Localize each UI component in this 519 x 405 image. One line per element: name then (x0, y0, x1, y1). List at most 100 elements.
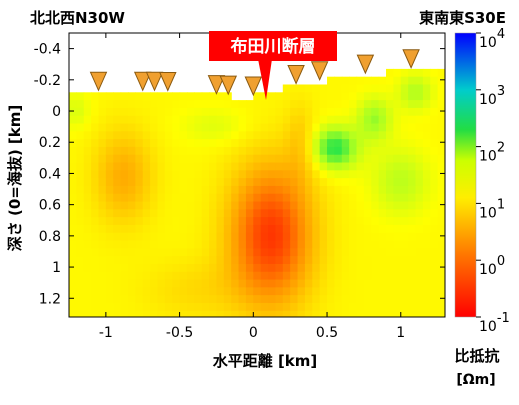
heatmap-cell (209, 146, 218, 156)
heatmap-cell (105, 263, 114, 273)
heatmap-cell (268, 201, 277, 210)
heatmap-cell (378, 209, 387, 218)
heatmap-cell (127, 295, 136, 304)
heatmap-cell (304, 193, 313, 203)
heatmap-cell (290, 240, 299, 249)
heatmap-cell (422, 170, 431, 179)
heatmap-cell (363, 185, 372, 195)
heatmap-cell (105, 295, 114, 304)
heatmap-cell (334, 240, 343, 249)
heatmap-cell (164, 302, 173, 312)
heatmap-cell (98, 232, 107, 242)
heatmap-cell (260, 310, 269, 317)
heatmap-cell (135, 92, 144, 101)
heatmap-cell (194, 146, 203, 156)
heatmap-cell (290, 178, 299, 187)
heatmap-cell (245, 271, 254, 281)
heatmap-cell (253, 131, 262, 140)
heatmap-cell (260, 92, 269, 101)
heatmap-cell (223, 256, 232, 265)
heatmap-cell (216, 193, 225, 203)
heatmap-cell (290, 146, 299, 156)
heatmap-cell (98, 178, 107, 187)
heatmap-cell (113, 115, 122, 125)
heatmap-cell (113, 209, 122, 218)
heatmap-cell (312, 256, 321, 265)
heatmap-cell (223, 162, 232, 171)
heatmap-cell (371, 76, 380, 86)
heatmap-cell (415, 76, 424, 86)
heatmap-cell (172, 123, 181, 132)
heatmap-cell (231, 139, 240, 148)
heatmap-cell (408, 76, 417, 86)
heatmap-cell (142, 92, 151, 101)
heatmap-cell (349, 178, 358, 187)
heatmap-cell (76, 154, 85, 164)
heatmap-cell (113, 263, 122, 273)
heatmap-cell (209, 154, 218, 164)
heatmap-cell (393, 170, 402, 179)
heatmap-cell (223, 139, 232, 148)
heatmap-cell (186, 217, 195, 226)
heatmap-cell (105, 92, 114, 101)
heatmap-cell (238, 295, 247, 304)
heatmap-cell (69, 162, 77, 171)
heatmap-cell (223, 185, 232, 195)
heatmap-cell (179, 302, 188, 312)
heatmap-cell (69, 271, 77, 281)
heatmap-cell (186, 310, 195, 317)
heatmap-cell (127, 279, 136, 288)
heatmap-cell (238, 209, 247, 218)
heatmap-cell (223, 115, 232, 125)
heatmap-cell (135, 185, 144, 195)
heatmap-cell (179, 146, 188, 156)
heatmap-cell (91, 287, 100, 296)
heatmap-cell (378, 139, 387, 148)
heatmap-cell (172, 240, 181, 249)
heatmap-cell (371, 271, 380, 281)
heatmap-cell (231, 271, 240, 281)
heatmap-cell (216, 123, 225, 132)
heatmap-cell (349, 193, 358, 203)
heatmap-cell (386, 154, 394, 164)
heatmap-cell (319, 131, 328, 140)
heatmap-cell (386, 310, 394, 317)
heatmap-cell (334, 170, 343, 179)
heatmap-cell (290, 131, 299, 140)
heatmap-cell (98, 302, 107, 312)
heatmap-cell (150, 302, 159, 312)
colorbar-tick-label: 102 (479, 141, 505, 165)
heatmap-cell (371, 209, 380, 218)
heatmap-cell (393, 131, 402, 140)
heatmap-cell (312, 115, 321, 125)
heatmap-cell (415, 287, 424, 296)
heatmap-cell (186, 248, 195, 257)
heatmap-cell (91, 232, 100, 242)
heatmap-cell (105, 310, 114, 317)
heatmap-cell (327, 76, 336, 86)
heatmap-cell (304, 185, 313, 195)
heatmap-cell (209, 310, 218, 317)
heatmap-cell (356, 279, 365, 288)
heatmap-cell (393, 263, 402, 273)
heatmap-cell (290, 224, 299, 234)
heatmap-cell (297, 240, 306, 249)
heatmap-cell (437, 115, 445, 125)
heatmap-cell (69, 310, 77, 317)
heatmap-cell (238, 178, 247, 187)
heatmap-cell (113, 92, 122, 101)
heatmap-cell (150, 256, 159, 265)
heatmap-cell (142, 139, 151, 148)
heatmap-cell (253, 271, 262, 281)
heatmap-cell (327, 115, 336, 125)
heatmap-cell (386, 76, 394, 86)
station-marker (207, 75, 226, 95)
heatmap-cell (319, 170, 328, 179)
heatmap-cell (113, 123, 122, 132)
y-tick-label: 1 (52, 260, 61, 276)
heatmap-cell (386, 115, 394, 125)
heatmap-cell (356, 178, 365, 187)
heatmap-cell (312, 154, 321, 164)
heatmap-cell (113, 310, 122, 317)
heatmap-cell (415, 131, 424, 140)
